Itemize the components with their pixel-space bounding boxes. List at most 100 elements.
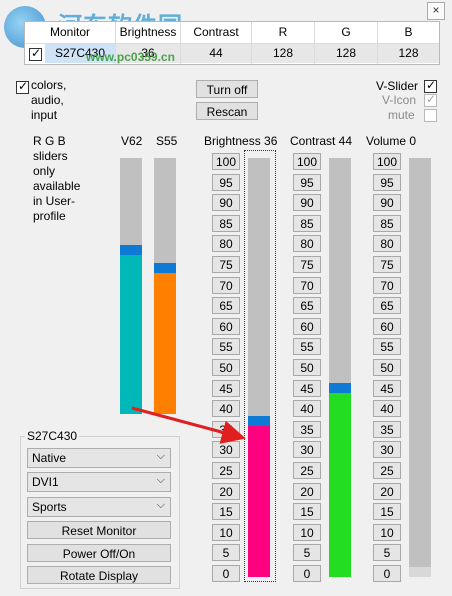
v62-slider-thumb[interactable] (120, 245, 142, 255)
header-r[interactable]: R (278, 25, 288, 39)
scale-tick-volume[interactable]: 55 (373, 338, 401, 356)
scale-tick-contrast[interactable]: 20 (293, 482, 321, 500)
power-off-on-button[interactable]: Power Off/On (27, 544, 171, 562)
scale-tick-volume[interactable]: 40 (373, 400, 401, 418)
scale-tick-contrast[interactable]: 60 (293, 317, 321, 335)
scale-tick-volume[interactable]: 35 (373, 420, 401, 438)
scale-tick-brightness[interactable]: 20 (212, 482, 240, 500)
mute-checkbox[interactable] (424, 109, 437, 122)
scale-tick-contrast[interactable]: 55 (293, 338, 321, 356)
v62-slider[interactable] (120, 158, 142, 414)
scale-tick-brightness[interactable]: 85 (212, 214, 240, 232)
scale-tick-brightness[interactable]: 45 (212, 379, 240, 397)
scale-tick-brightness[interactable]: 90 (212, 194, 240, 212)
scale-tick-volume[interactable]: 50 (373, 359, 401, 376)
scale-tick-volume[interactable]: 60 (373, 317, 401, 335)
scale-tick-contrast[interactable]: 75 (293, 256, 321, 273)
scale-tick-brightness[interactable]: 40 (212, 400, 240, 418)
header-g[interactable]: G (341, 25, 351, 39)
scale-tick-volume[interactable]: 90 (373, 194, 401, 212)
turn-off-button[interactable]: Turn off (196, 80, 258, 98)
scale-tick-brightness[interactable]: 60 (212, 317, 240, 335)
scale-tick-contrast[interactable]: 0 (293, 565, 321, 582)
scale-tick-volume[interactable]: 65 (373, 297, 401, 315)
scale-tick-contrast[interactable]: 85 (293, 214, 321, 232)
scale-tick-volume[interactable]: 10 (373, 523, 401, 541)
scale-tick-volume[interactable]: 15 (373, 503, 401, 521)
scale-tick-brightness[interactable]: 70 (212, 276, 240, 294)
scale-tick-contrast[interactable]: 45 (293, 379, 321, 397)
scale-tick-contrast[interactable]: 15 (293, 503, 321, 521)
scale-tick-volume[interactable]: 20 (373, 482, 401, 500)
scale-tick-brightness[interactable]: 55 (212, 338, 240, 356)
v-icon-checkbox[interactable]: ✓ (424, 92, 437, 107)
s55-slider-thumb[interactable] (154, 263, 176, 273)
brightness-slider-thumb[interactable] (248, 416, 270, 426)
s55-slider-fill (154, 273, 176, 414)
header-monitor[interactable]: Monitor (49, 25, 90, 39)
scale-tick-volume[interactable]: 25 (373, 462, 401, 479)
header-contrast[interactable]: Contrast (193, 25, 239, 39)
input-select[interactable]: DVI1 ⌵ (27, 472, 171, 492)
scale-tick-contrast[interactable]: 35 (293, 420, 321, 438)
scale-tick-contrast[interactable]: 30 (293, 441, 321, 459)
volume-slider[interactable] (409, 158, 431, 577)
scale-tick-volume[interactable]: 95 (373, 173, 401, 191)
monitor-table: Monitor Brightness Contrast R G B ✓ S27C… (24, 21, 440, 65)
scale-tick-contrast[interactable]: 5 (293, 544, 321, 562)
scale-tick-contrast[interactable]: 10 (293, 523, 321, 541)
volume-slider-thumb[interactable] (409, 567, 431, 577)
scale-tick-brightness[interactable]: 10 (212, 523, 240, 541)
scale-tick-volume[interactable]: 75 (373, 256, 401, 273)
table-cell-r[interactable]: 128 (252, 44, 314, 63)
scale-tick-brightness[interactable]: 5 (212, 544, 240, 562)
scale-tick-contrast[interactable]: 65 (293, 297, 321, 315)
scale-tick-brightness[interactable]: 80 (212, 235, 240, 253)
scale-tick-contrast[interactable]: 25 (293, 462, 321, 479)
brightness-slider[interactable] (248, 158, 270, 577)
scale-tick-volume[interactable]: 30 (373, 441, 401, 459)
s55-slider[interactable] (154, 158, 176, 414)
scale-tick-brightness[interactable]: 75 (212, 256, 240, 273)
scale-tick-brightness[interactable]: 65 (212, 297, 240, 315)
table-cell-monitor[interactable]: S27C430 (45, 44, 115, 63)
scale-tick-contrast[interactable]: 50 (293, 359, 321, 376)
table-cell-b[interactable]: 128 (378, 44, 439, 63)
scale-tick-contrast[interactable]: 40 (293, 400, 321, 418)
scale-tick-volume[interactable]: 5 (373, 544, 401, 562)
rescan-button[interactable]: Rescan (196, 102, 258, 120)
scale-tick-brightness[interactable]: 95 (212, 173, 240, 191)
colors-checkbox[interactable]: ✓ (16, 79, 29, 94)
scale-tick-volume[interactable]: 85 (373, 214, 401, 232)
reset-monitor-button[interactable]: Reset Monitor (27, 521, 171, 539)
header-brightness[interactable]: Brightness (119, 25, 177, 39)
scale-tick-contrast[interactable]: 95 (293, 173, 321, 191)
table-cell-brightness[interactable]: 36 (116, 44, 180, 63)
contrast-slider-thumb[interactable] (329, 383, 351, 393)
scale-tick-brightness[interactable]: 15 (212, 503, 240, 521)
monitor-row-checkbox[interactable]: ✓ (29, 46, 42, 61)
scale-tick-contrast[interactable]: 80 (293, 235, 321, 253)
scale-tick-volume[interactable]: 70 (373, 276, 401, 294)
table-cell-g[interactable]: 128 (315, 44, 377, 63)
preset-select[interactable]: Sports ⌵ (27, 497, 171, 517)
scale-tick-brightness[interactable]: 25 (212, 462, 240, 479)
scale-tick-volume[interactable]: 0 (373, 565, 401, 582)
scale-tick-volume[interactable]: 45 (373, 379, 401, 397)
scale-tick-volume[interactable]: 80 (373, 235, 401, 253)
contrast-slider[interactable] (329, 158, 351, 577)
header-b[interactable]: B (404, 25, 413, 39)
scale-tick-volume[interactable]: 100 (373, 153, 401, 170)
mode-select[interactable]: Native ⌵ (27, 448, 171, 468)
rotate-display-button[interactable]: Rotate Display (27, 566, 171, 584)
close-button[interactable]: × (427, 2, 445, 20)
v-slider-checkbox[interactable]: ✓ (424, 78, 437, 93)
scale-tick-contrast[interactable]: 100 (293, 153, 321, 170)
scale-tick-contrast[interactable]: 90 (293, 194, 321, 212)
scale-tick-contrast[interactable]: 70 (293, 276, 321, 294)
scale-tick-brightness[interactable]: 100 (212, 153, 240, 170)
scale-tick-brightness[interactable]: 50 (212, 359, 240, 376)
scale-tick-brightness[interactable]: 0 (212, 565, 240, 582)
rgb-sliders-note: R G B sliders only available in User- pr… (33, 134, 81, 223)
table-cell-contrast[interactable]: 44 (181, 44, 251, 63)
